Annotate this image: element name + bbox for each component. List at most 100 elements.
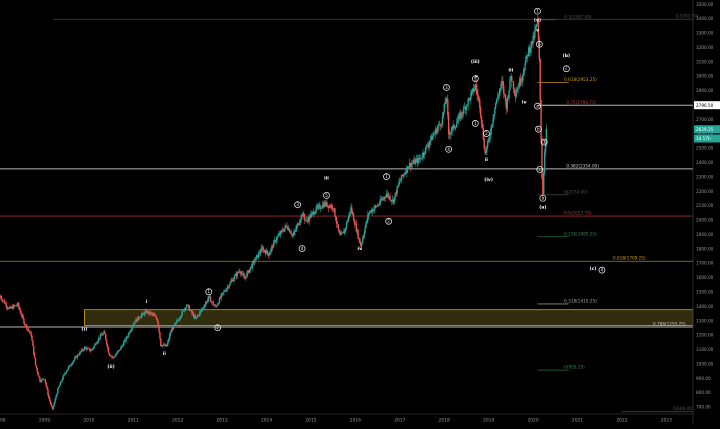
- candle-body: [363, 232, 365, 237]
- candle-body: [509, 78, 511, 90]
- candle-body: [465, 105, 468, 110]
- level-label: 0.318(1410.25): [564, 298, 597, 303]
- candle-body: [141, 313, 143, 316]
- candle-body: [497, 96, 500, 98]
- candle-body: [366, 220, 368, 223]
- candle-body: [75, 356, 78, 358]
- candle-body: [451, 126, 453, 131]
- candle-body: [160, 338, 162, 346]
- price-tick-label: 1100.00: [696, 347, 714, 352]
- price-tick-label: 1500.00: [696, 290, 714, 295]
- candle-body: [496, 97, 499, 99]
- candle-body: [279, 233, 281, 235]
- candle-body: [479, 99, 481, 109]
- candle-body: [9, 306, 12, 308]
- candle-body: [57, 387, 60, 389]
- candle-body: [519, 78, 521, 87]
- candle-body: [448, 133, 451, 135]
- candle-body: [344, 229, 346, 234]
- candle-body: [183, 310, 185, 311]
- candle-body: [111, 355, 113, 357]
- candle-body: [229, 282, 231, 286]
- candle-body: [131, 326, 134, 329]
- candle-body: [352, 212, 354, 215]
- price-tick-label: 1800.00: [696, 246, 714, 251]
- candle-body: [182, 310, 184, 312]
- candle-body: [64, 373, 66, 374]
- candle-body: [539, 58, 541, 100]
- candle-body: [108, 352, 110, 355]
- candle-body: [58, 385, 61, 388]
- candle-body: [330, 205, 333, 208]
- candle-body: [525, 56, 527, 64]
- candle-body: [536, 18, 539, 25]
- price-axis[interactable]: 3500.00 3400.00 3300.00 3200.00 3100.00 3000.…: [692, 0, 714, 425]
- candle-body: [431, 135, 434, 141]
- candle-body: [49, 401, 52, 405]
- candle-body: [215, 305, 217, 307]
- candle-body: [405, 172, 407, 174]
- price-tick-label: 2900.00: [696, 88, 714, 93]
- candle-body: [467, 98, 469, 106]
- candle-body: [36, 368, 39, 373]
- candle-body: [408, 162, 411, 167]
- price-marker-label: 2629.25: [696, 127, 714, 132]
- wave-label: 1: [208, 289, 211, 294]
- candle-body: [153, 314, 156, 316]
- candle-body: [241, 273, 244, 275]
- candle-body: [353, 220, 356, 225]
- candle-body: [49, 398, 51, 402]
- candle-body: [150, 312, 152, 315]
- candle-body: [320, 208, 322, 209]
- candle-body: [306, 219, 309, 221]
- candle-body: [210, 301, 213, 303]
- candle-body: [175, 322, 177, 324]
- candle-body: [107, 347, 110, 353]
- candle-body: [24, 323, 26, 326]
- candle-body: [245, 277, 247, 278]
- candle-body: [115, 353, 118, 356]
- candle-body: [19, 309, 22, 314]
- time-tick-label: 2008: [0, 418, 6, 424]
- candle-body: [487, 139, 490, 141]
- candle-body: [83, 347, 86, 350]
- candle-body: [401, 174, 404, 176]
- candle-body: [203, 306, 206, 308]
- candle-body: [209, 297, 212, 302]
- candle-body: [137, 316, 140, 319]
- candle-body: [441, 116, 444, 125]
- candle-body: [487, 140, 489, 147]
- candle-body: [452, 124, 454, 127]
- candle-body: [145, 310, 148, 314]
- wave-label: b: [537, 127, 540, 132]
- candle-body: [105, 334, 107, 340]
- candle-body: [37, 372, 39, 376]
- candle-body: [277, 235, 279, 237]
- candle-body: [197, 314, 199, 317]
- candle-body: [338, 230, 341, 234]
- candle-body: [544, 142, 547, 153]
- price-tick-label: 2600.00: [696, 131, 714, 136]
- candle-body: [140, 315, 142, 318]
- candle-body: [541, 140, 543, 178]
- candle-body: [33, 354, 36, 359]
- candle-body: [307, 220, 309, 222]
- time-axis[interactable]: 2008 2009 2010 2011 2012 2013 2014 2015 2016 2017…: [0, 413, 693, 424]
- candle-body: [121, 346, 123, 348]
- candle-body: [212, 301, 214, 305]
- candle-body: [344, 227, 347, 230]
- wave-label: c: [565, 66, 567, 71]
- candle-body: [57, 388, 59, 394]
- wave-label: 2: [387, 219, 390, 224]
- candle-body: [453, 124, 455, 129]
- candle-body: [324, 202, 326, 206]
- candle-body: [463, 107, 465, 114]
- candle-body: [540, 99, 542, 141]
- candle-body: [417, 157, 420, 163]
- wave-label-circle: [323, 191, 330, 199]
- candle-body: [78, 354, 80, 356]
- candle-body: [323, 202, 325, 208]
- level-label: 0.618(2953.25): [564, 77, 597, 82]
